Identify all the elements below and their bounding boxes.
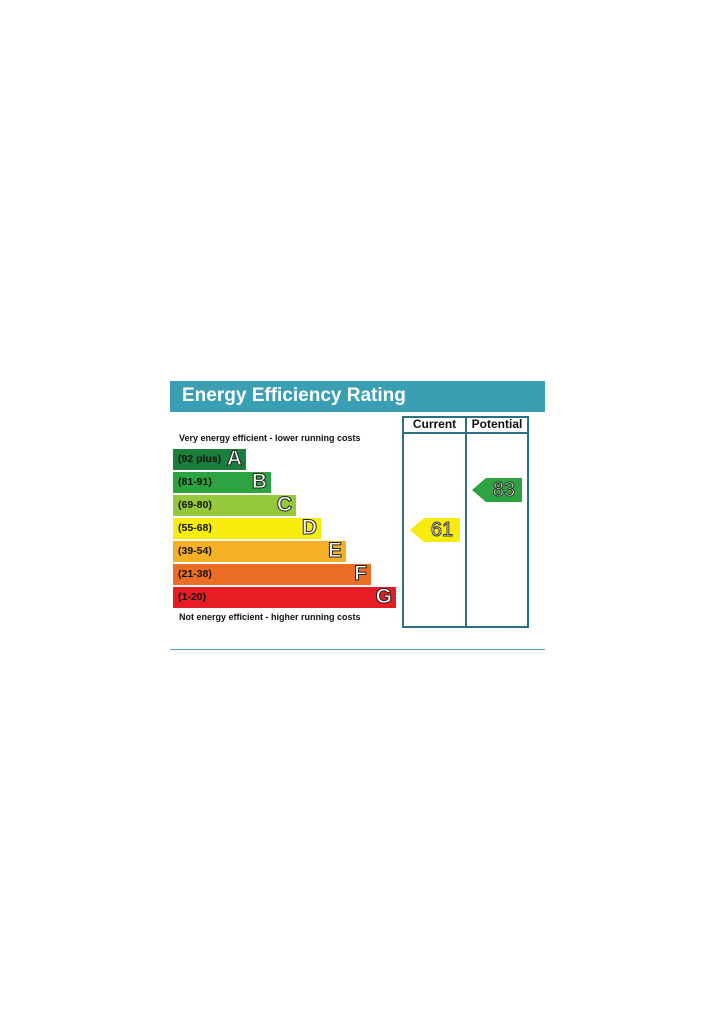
band-letter: F — [354, 562, 368, 585]
band-letter: A — [226, 447, 242, 470]
band-range-label: (1-20) — [178, 591, 207, 603]
band-range-label: (69-80) — [178, 499, 212, 511]
potential-arrow-shape — [472, 478, 522, 502]
column-potential-header: Potential — [471, 417, 523, 431]
caption-efficient: Very energy efficient - lower running co… — [179, 433, 361, 443]
band-range-label: (39-54) — [178, 545, 212, 557]
table-right-border — [527, 416, 529, 628]
band-letter: G — [375, 585, 392, 608]
band-d: (55-68) D — [173, 516, 321, 539]
table-left-border — [402, 416, 404, 628]
footer-divider — [170, 649, 545, 650]
band-range-label: (92 plus) — [178, 453, 222, 465]
caption-inefficient: Not energy efficient - higher running co… — [179, 612, 361, 622]
band-a: (92 plus) A — [173, 447, 246, 470]
band-g: (1-20) G — [173, 585, 396, 608]
band-e: (39-54) E — [173, 539, 346, 562]
potential-rating-value: 83 — [492, 479, 516, 502]
chart-title: Energy Efficiency Rating — [182, 385, 406, 406]
band-b: (81-91) B — [173, 470, 271, 493]
current-rating-value: 61 — [430, 519, 454, 542]
current-arrow-shape — [410, 518, 460, 542]
band-letter: C — [276, 493, 292, 516]
band-letter: E — [327, 539, 342, 562]
band-letter: B — [251, 470, 267, 493]
band-range-label: (81-91) — [178, 476, 212, 488]
current-rating-arrow: 61 — [410, 518, 460, 542]
table-divider — [465, 416, 467, 628]
band-range-label: (21-38) — [178, 568, 212, 580]
band-f: (21-38) F — [173, 562, 371, 585]
potential-rating-arrow: 83 — [472, 478, 522, 502]
band-c: (69-80) C — [173, 493, 296, 516]
band-range-label: (55-68) — [178, 522, 212, 534]
chart-header: Energy Efficiency Rating — [170, 381, 545, 412]
band-letter: D — [301, 516, 317, 539]
column-current-header: Current — [412, 417, 457, 431]
